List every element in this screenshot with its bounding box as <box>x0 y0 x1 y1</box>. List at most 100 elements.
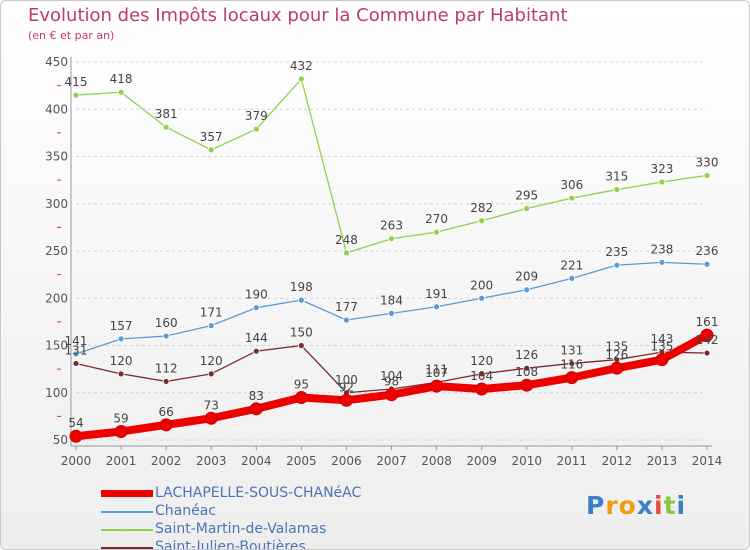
legend-label: Saint-Julien-Boutières <box>155 539 306 550</box>
data-point <box>523 286 531 294</box>
data-point <box>207 146 215 154</box>
y-tick-label: 450 <box>45 55 68 69</box>
data-point <box>565 371 579 385</box>
data-point <box>703 171 711 179</box>
data-point <box>613 186 621 193</box>
data-label: 381 <box>155 107 178 121</box>
x-tick-label: 2011 <box>557 454 588 468</box>
data-label: 282 <box>470 201 493 215</box>
data-label: 235 <box>605 245 628 259</box>
x-tick-label: 2010 <box>511 454 542 468</box>
x-tick-label: 2012 <box>602 454 633 468</box>
y-tick-label: 300 <box>45 197 68 211</box>
data-label: 104 <box>470 369 493 383</box>
data-point <box>72 350 80 358</box>
data-label: 59 <box>113 411 128 425</box>
data-label: 107 <box>425 366 448 380</box>
data-point <box>207 370 215 378</box>
data-point <box>252 125 260 133</box>
data-label: 144 <box>245 331 268 345</box>
series-1 <box>72 258 711 358</box>
y-tick-label: 100 <box>45 386 68 400</box>
data-label: 248 <box>335 233 358 247</box>
data-label: 116 <box>560 358 583 372</box>
data-point <box>703 349 711 357</box>
data-label: 120 <box>470 354 493 368</box>
data-label: 270 <box>425 212 448 226</box>
data-label: 263 <box>380 219 403 233</box>
data-label: 135 <box>605 340 628 354</box>
x-tick-label: 2004 <box>241 454 272 468</box>
data-label: 432 <box>290 59 313 73</box>
data-label: 177 <box>335 300 358 314</box>
x-tick-label: 2005 <box>286 454 317 468</box>
data-point <box>69 429 83 443</box>
data-label: 415 <box>65 75 88 89</box>
data-label: 330 <box>696 155 719 169</box>
data-point <box>568 275 576 282</box>
x-tick-label: 2014 <box>692 454 723 468</box>
data-label: 111 <box>425 362 448 376</box>
data-label: 135 <box>650 340 673 354</box>
logo-letter: x <box>636 491 654 520</box>
logo-letter: i <box>676 491 687 520</box>
data-label: 108 <box>515 365 538 379</box>
data-label: 100 <box>335 373 358 387</box>
data-point <box>658 258 666 266</box>
x-tick-label: 2007 <box>376 454 407 468</box>
data-point <box>162 378 170 385</box>
data-label: 238 <box>650 242 673 256</box>
series-2 <box>72 75 711 257</box>
data-label: 184 <box>380 293 403 307</box>
y-tick-label: 200 <box>45 291 68 305</box>
data-label: 92 <box>339 380 354 394</box>
x-tick-label: 2008 <box>421 454 452 468</box>
data-point <box>252 347 260 355</box>
data-point <box>297 296 305 304</box>
data-point <box>207 322 215 330</box>
data-label: 83 <box>249 389 264 403</box>
data-point <box>343 316 350 324</box>
data-label: 95 <box>294 377 309 391</box>
logo-letter: t <box>663 491 677 520</box>
logo-letter: P <box>586 491 606 520</box>
data-point <box>568 194 576 202</box>
data-point <box>162 332 170 340</box>
data-label: 142 <box>696 333 719 347</box>
data-label: 418 <box>110 72 133 86</box>
data-label: 323 <box>650 162 673 176</box>
data-label: 104 <box>380 369 403 383</box>
data-label: 161 <box>696 315 719 329</box>
legend-label: Chanéac <box>155 503 216 519</box>
proxiti-logo: Proxiti <box>586 491 686 520</box>
data-point <box>204 411 218 425</box>
data-point <box>478 217 486 225</box>
data-point <box>249 402 263 416</box>
logo-letter: o <box>618 491 637 520</box>
data-point <box>430 379 444 393</box>
data-point <box>117 370 125 378</box>
x-tick-label: 2009 <box>466 454 497 468</box>
data-point <box>343 249 350 257</box>
data-point <box>610 361 624 375</box>
axes: 50 100 150 200 250 300 350 400 450 2000 2001 2002 20… <box>45 55 722 468</box>
data-label: 295 <box>515 188 538 202</box>
data-label: 236 <box>696 244 719 258</box>
data-point <box>613 261 621 269</box>
data-point <box>159 418 173 432</box>
data-point <box>388 309 395 317</box>
y-tick-label: 250 <box>45 244 68 258</box>
data-point <box>117 88 125 96</box>
data-point <box>655 353 669 367</box>
data-point <box>568 360 576 367</box>
data-label: 143 <box>650 332 673 346</box>
data-point <box>433 228 440 236</box>
data-point <box>478 294 486 302</box>
data-point <box>433 303 440 311</box>
data-point <box>162 123 170 131</box>
data-label: 171 <box>200 306 223 320</box>
data-point <box>294 390 308 404</box>
logo-letter: r <box>605 491 619 520</box>
data-point <box>703 260 711 268</box>
